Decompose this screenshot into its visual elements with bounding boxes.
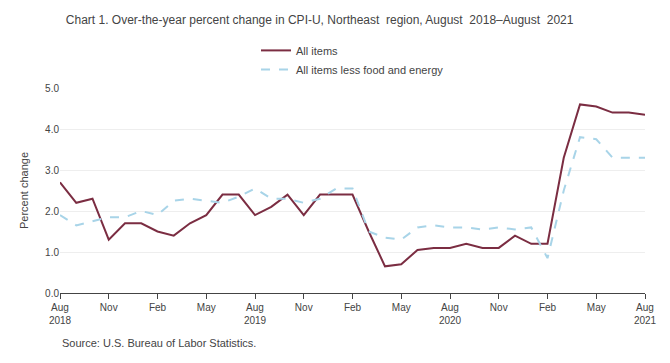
svg-text:All items less food and energy: All items less food and energy [296, 64, 443, 76]
svg-text:5.0: 5.0 [45, 83, 59, 94]
svg-text:Feb: Feb [539, 302, 557, 313]
svg-text:Chart 1. Over-the-year percent: Chart 1. Over-the-year percent change in… [66, 13, 574, 27]
svg-text:Source: U.S. Bureau of Labor S: Source: U.S. Bureau of Labor Statistics. [62, 337, 256, 349]
svg-text:Nov: Nov [490, 302, 508, 313]
svg-text:Aug2019: Aug2019 [244, 302, 267, 326]
svg-text:Feb: Feb [344, 302, 362, 313]
svg-text:4.0: 4.0 [45, 124, 59, 135]
svg-text:Percent change: Percent change [18, 152, 30, 229]
svg-text:Aug2021: Aug2021 [634, 302, 657, 326]
svg-text:All items: All items [296, 45, 338, 57]
svg-text:Nov: Nov [100, 302, 118, 313]
svg-text:May: May [197, 302, 216, 313]
svg-text:Feb: Feb [149, 302, 167, 313]
svg-text:Aug2020: Aug2020 [439, 302, 462, 326]
svg-text:May: May [392, 302, 411, 313]
svg-text:2.0: 2.0 [45, 206, 59, 217]
svg-text:Nov: Nov [295, 302, 313, 313]
svg-text:Aug2018: Aug2018 [49, 302, 72, 326]
svg-text:3.0: 3.0 [45, 165, 59, 176]
svg-text:May: May [587, 302, 606, 313]
svg-text:1.0: 1.0 [45, 247, 59, 258]
svg-text:0.0: 0.0 [45, 288, 59, 299]
